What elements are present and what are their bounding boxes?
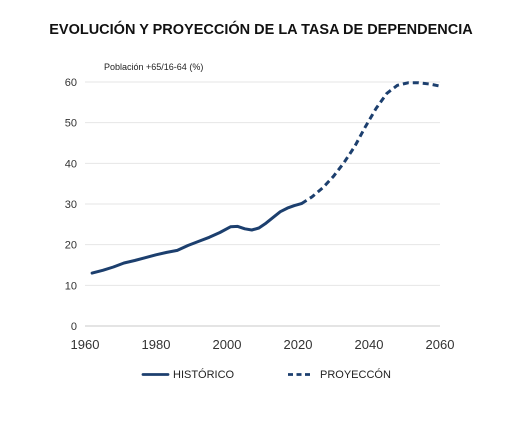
legend-label-historico: HISTÓRICO [173,368,235,381]
x-tick-label: 1960 [71,337,100,352]
y-tick-label: 10 [65,280,77,292]
x-tick-label: 2040 [355,337,384,352]
y-axis-ticks: 0 10 20 30 40 50 60 [65,77,77,333]
chart-title: EVOLUCIÓN Y PROYECCIÓN DE LA TASA DE DEP… [49,20,473,38]
series-lines [90,81,441,275]
y-tick-label: 50 [65,118,77,130]
y-tick-label: 30 [65,199,77,211]
x-tick-label: 2020 [284,337,313,352]
legend-label-proyeccion: PROYECCÓN [320,368,391,381]
y-tick-label: 20 [65,240,77,252]
x-tick-label: 1980 [142,337,171,352]
legend: HISTÓRICO PROYECCÓN [141,368,391,381]
y-tick-label: 60 [65,77,77,89]
x-tick-label: 2000 [213,337,242,352]
y-tick-label: 40 [65,158,77,170]
x-tick-label: 2060 [426,337,455,352]
series-line-proyeccion [300,81,441,205]
y-tick-label: 0 [71,321,77,333]
legend-item-proyeccion: PROYECCÓN [288,368,391,381]
x-axis-ticks: 1960 1980 2000 2020 2040 2060 [71,337,455,352]
y-axis-label: Población +65/16-64 (%) [104,62,203,72]
series-line-historico [90,202,303,275]
legend-item-historico: HISTÓRICO [141,368,235,381]
gridlines [85,81,440,327]
